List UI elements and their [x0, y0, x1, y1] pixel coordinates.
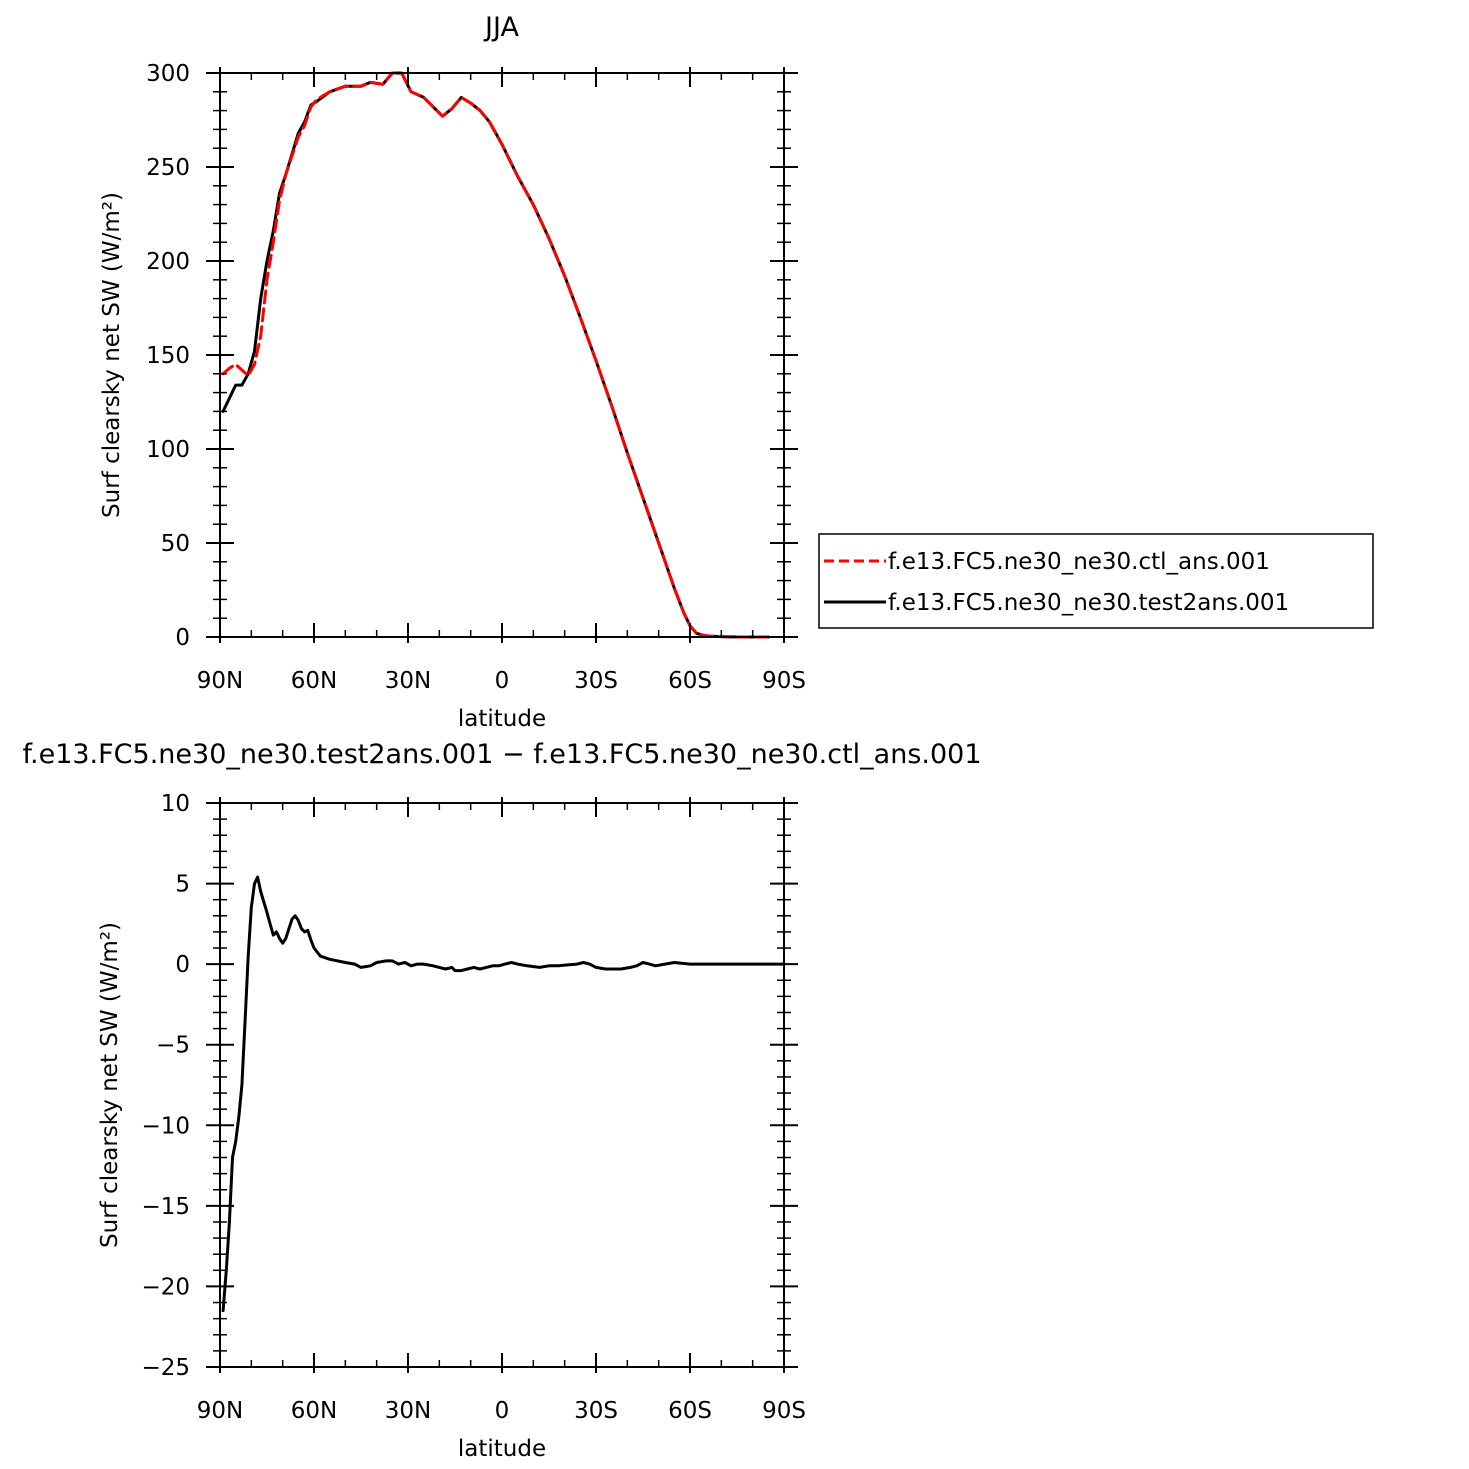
bottom-x-tick-label: 0 — [495, 1398, 510, 1424]
top-x-tick-label: 30N — [385, 668, 431, 694]
top-axis-ticks: 90N 60N 30N 0 30S 60S 90S 0 50 100 150 200 250 300 — [146, 61, 806, 694]
top-plot-frame — [219, 72, 785, 638]
top-x-tick-label: 90N — [197, 668, 243, 694]
bottom-y-tick-label: −25 — [141, 1355, 190, 1381]
top-x-tick-label: 60N — [291, 668, 337, 694]
bottom-series-line-0 — [221, 875, 786, 1313]
top-y-tick-label: 150 — [146, 343, 190, 369]
bottom-y-tick-label: −5 — [156, 1033, 190, 1059]
top-x-tick-label: 30S — [574, 668, 618, 694]
bottom-x-axis-label: latitude — [458, 1436, 546, 1462]
legend: f.e13.FC5.ne30_ne30.ctl_ans.001 f.e13.FC… — [818, 533, 1374, 629]
top-y-tick-label: 100 — [146, 437, 190, 463]
legend-label-ctl: f.e13.FC5.ne30_ne30.ctl_ans.001 — [888, 549, 1270, 575]
bottom-chart-title: f.e13.FC5.ne30_ne30.test2ans.001 − f.e13… — [22, 739, 981, 770]
bottom-panel: f.e13.FC5.ne30_ne30.test2ans.001 − f.e13… — [22, 739, 981, 1462]
bottom-y-tick-label: 10 — [161, 791, 190, 817]
bottom-axis-ticks: 90N 60N 30N 0 30S 60S 90S −25 −20 −15 −10 −5 0 5 10 — [141, 791, 805, 1424]
top-y-axis-label: Surf clearsky net SW (W/m²) — [99, 192, 125, 518]
top-series-line-1 — [221, 71, 770, 639]
top-y-tick-label: 50 — [161, 531, 190, 557]
bottom-x-tick-label: 30N — [385, 1398, 431, 1424]
bottom-y-tick-label: 0 — [175, 952, 190, 978]
bottom-y-tick-label: −10 — [141, 1113, 190, 1139]
top-panel: JJA 90N 60N 30N 0 30S 60S 90S 0 50 100 150 200 250 30… — [99, 12, 806, 732]
top-y-tick-label: 250 — [146, 155, 190, 181]
bottom-x-tick-label: 30S — [574, 1398, 618, 1424]
top-x-tick-label: 90S — [762, 668, 806, 694]
bottom-x-tick-label: 90S — [762, 1398, 806, 1424]
legend-label-test: f.e13.FC5.ne30_ne30.test2ans.001 — [888, 590, 1289, 616]
bottom-x-tick-label: 60N — [291, 1398, 337, 1424]
top-x-tick-label: 60S — [668, 668, 712, 694]
legend-box — [818, 533, 1374, 629]
bottom-x-tick-label: 60S — [668, 1398, 712, 1424]
bottom-plot-curves — [221, 875, 786, 1313]
bottom-y-axis-label: Surf clearsky net SW (W/m²) — [97, 922, 123, 1248]
top-series-line-0 — [221, 71, 770, 639]
bottom-x-tick-label: 90N — [197, 1398, 243, 1424]
top-x-tick-label: 0 — [495, 668, 510, 694]
top-y-tick-label: 0 — [175, 625, 190, 651]
top-plot-curves — [221, 71, 770, 639]
bottom-plot-frame — [219, 802, 785, 1368]
bottom-y-tick-label: −15 — [141, 1194, 190, 1220]
bottom-y-tick-label: −20 — [141, 1274, 190, 1300]
top-y-tick-label: 300 — [146, 61, 190, 87]
bottom-y-tick-label: 5 — [175, 872, 190, 898]
top-chart-title: JJA — [483, 12, 519, 43]
top-y-tick-label: 200 — [146, 249, 190, 275]
top-x-axis-label: latitude — [458, 706, 546, 732]
